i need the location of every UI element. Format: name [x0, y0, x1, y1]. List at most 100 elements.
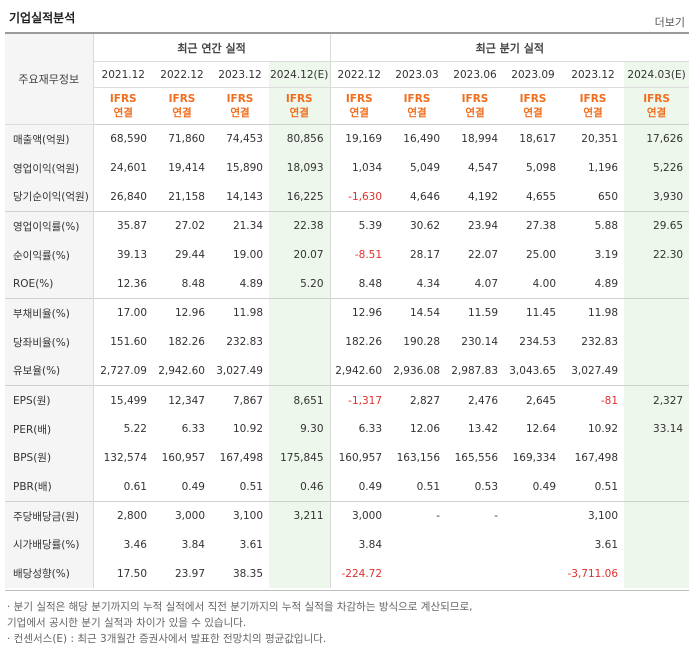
table-cell	[269, 356, 331, 386]
section-title: 기업실적분석	[9, 11, 76, 25]
table-row: 당좌비율(%) 151.60 182.26 232.83 182.26 190.28 230…	[5, 327, 690, 357]
table-cell: 12,347	[153, 385, 211, 415]
period-header[interactable]: 2023.09	[504, 61, 563, 88]
table-cell: 68,590	[93, 123, 153, 154]
table-cell: 5,098	[525, 162, 557, 175]
table-cell	[504, 531, 562, 560]
table-cell: 26,840	[110, 190, 147, 203]
table-cell: 2,800	[93, 500, 153, 531]
table-cell: 0.51	[594, 480, 619, 493]
table-cell: 3,000	[153, 500, 211, 531]
table-cell: -8.51	[354, 249, 383, 262]
header-group-row: 주요재무정보 최근 연간 실적 최근 분기 실적	[5, 34, 690, 125]
ifrs-consolidated: 연결	[465, 107, 485, 119]
table-row: 주당배당금(원) 2,800 3,000 3,100 3,211 3,000- -3,100	[5, 500, 690, 531]
row-label: 당기순이익(억원)	[5, 182, 94, 212]
footnotes: · 분기 실적은 해당 분기까지의 누적 실적에서 직전 분기까지의 누적 실적…	[7, 599, 472, 647]
table-cell: 15,499	[93, 385, 153, 415]
table-cell: 22.38	[269, 211, 331, 241]
table-cell: 182.26	[168, 336, 205, 349]
period-header[interactable]: 2024.03(E)	[624, 61, 690, 88]
table-cell: 2,827	[388, 385, 447, 415]
ifrs-label[interactable]: IFRS 연결	[330, 88, 388, 125]
table-row: 매출액(억원) 68,590 71,860 74,453 80,856 19,169 16,…	[5, 123, 690, 154]
period-header[interactable]: 2021.12	[93, 61, 153, 88]
table-row: 유보율(%) 2,727.09 2,942.60 3,027.49 2,942.60 2,…	[5, 356, 690, 386]
ifrs-label[interactable]: IFRS 연결	[562, 88, 624, 125]
table-cell: 8,651	[269, 385, 331, 415]
ifrs-label[interactable]: IFRS 연결	[269, 87, 331, 125]
period-header[interactable]: 2023.12	[562, 61, 625, 88]
table-cell: 27.38	[504, 211, 563, 241]
ifrs-consolidated: 연결	[289, 107, 309, 119]
table-cell: 10.92	[232, 423, 263, 436]
period-header[interactable]: 2023.06	[446, 61, 505, 88]
table-row: 시가배당률(%) 3.46 3.84 3.61 3.84 3.61	[5, 530, 690, 560]
table-cell: 14.54	[388, 298, 447, 328]
table-cell	[624, 327, 690, 357]
table-cell: 15,890	[226, 162, 263, 175]
table-cell: 19,169	[330, 123, 389, 154]
table-cell: 4,646	[409, 190, 441, 203]
row-label: ROE(%)	[5, 269, 94, 299]
table-cell: 17.50	[116, 567, 147, 580]
table-row: 순이익률(%) 39.13 29.44 19.00 20.07 -8.51 28.17 22.…	[5, 240, 690, 270]
table-cell: 3,027.49	[216, 364, 263, 377]
table-cell: 3,000	[330, 500, 389, 531]
period-header[interactable]: 2023.12	[211, 61, 269, 88]
table-row: PBR(배) 0.61 0.49 0.51 0.46 0.49 0.51 0.53 0.49 0.…	[5, 472, 690, 502]
table-cell: 0.61	[123, 480, 147, 493]
table-cell: -1,630	[348, 190, 383, 203]
table-cell: 13.42	[467, 423, 499, 436]
ifrs-label[interactable]: IFRS 연결	[624, 87, 690, 125]
table-cell: 3.61	[239, 538, 263, 551]
table-cell: 11.98	[562, 298, 625, 328]
table-cell: 232.83	[581, 336, 619, 349]
table-cell: 8.48	[181, 277, 205, 290]
table-cell: 3,100	[562, 500, 625, 531]
table-cell	[624, 500, 690, 531]
ifrs-label[interactable]: IFRS 연결	[211, 88, 269, 125]
table-cell: 7,867	[211, 385, 269, 415]
table-cell: 12.96	[330, 298, 389, 328]
table-cell: 12.96	[153, 298, 211, 328]
table-cell: 25.00	[525, 249, 557, 262]
table-cell: 4,547	[467, 162, 499, 175]
table-cell: 11.45	[504, 298, 563, 328]
footnote-line: · 컨센서스(E) : 최근 3개월간 증권사에서 발표한 전망치의 평균값입니…	[7, 633, 327, 645]
table-cell: 163,156	[396, 451, 441, 464]
table-cell	[624, 356, 690, 386]
ifrs-standard: IFRS	[579, 93, 607, 105]
table-row: BPS(원) 132,574 160,957 167,498 175,845 160,95…	[5, 443, 690, 473]
ifrs-label[interactable]: IFRS 연결	[446, 88, 504, 125]
table-cell: 190.28	[403, 336, 441, 349]
table-cell: 5,226	[624, 153, 690, 183]
table-cell: -1,317	[330, 385, 389, 415]
ifrs-label[interactable]: IFRS 연결	[153, 88, 211, 125]
table-row: EPS(원) 15,499 12,347 7,867 8,651 -1,317 2,827 2…	[5, 385, 690, 415]
table-cell: 18,617	[504, 123, 563, 154]
ifrs-label[interactable]: IFRS 연결	[93, 88, 153, 125]
table-cell	[446, 559, 504, 588]
period-header[interactable]: 2022.12	[330, 61, 389, 88]
table-cell: 2,942.60	[158, 364, 205, 377]
table-cell: 19,414	[168, 162, 205, 175]
table-cell: 74,453	[211, 123, 269, 154]
table-cell	[624, 472, 690, 502]
ifrs-standard: IFRS	[345, 93, 373, 105]
table-cell: 29.44	[174, 249, 205, 262]
table-cell: 234.53	[519, 336, 557, 349]
table-cell: 27.02	[153, 211, 211, 241]
period-header[interactable]: 2023.03	[388, 61, 447, 88]
table-cell: 21.34	[211, 211, 269, 241]
row-label: 시가배당률(%)	[5, 530, 94, 560]
ifrs-label[interactable]: IFRS 연결	[504, 88, 562, 125]
period-header[interactable]: 2024.12(E)	[269, 61, 331, 88]
more-link[interactable]: 더보기	[654, 16, 685, 29]
table-cell: 20,351	[562, 123, 625, 154]
table-cell: 4,655	[525, 190, 557, 203]
period-header[interactable]: 2022.12	[153, 61, 211, 88]
ifrs-label[interactable]: IFRS 연결	[388, 88, 446, 125]
table-cell: 3.84	[181, 538, 205, 551]
